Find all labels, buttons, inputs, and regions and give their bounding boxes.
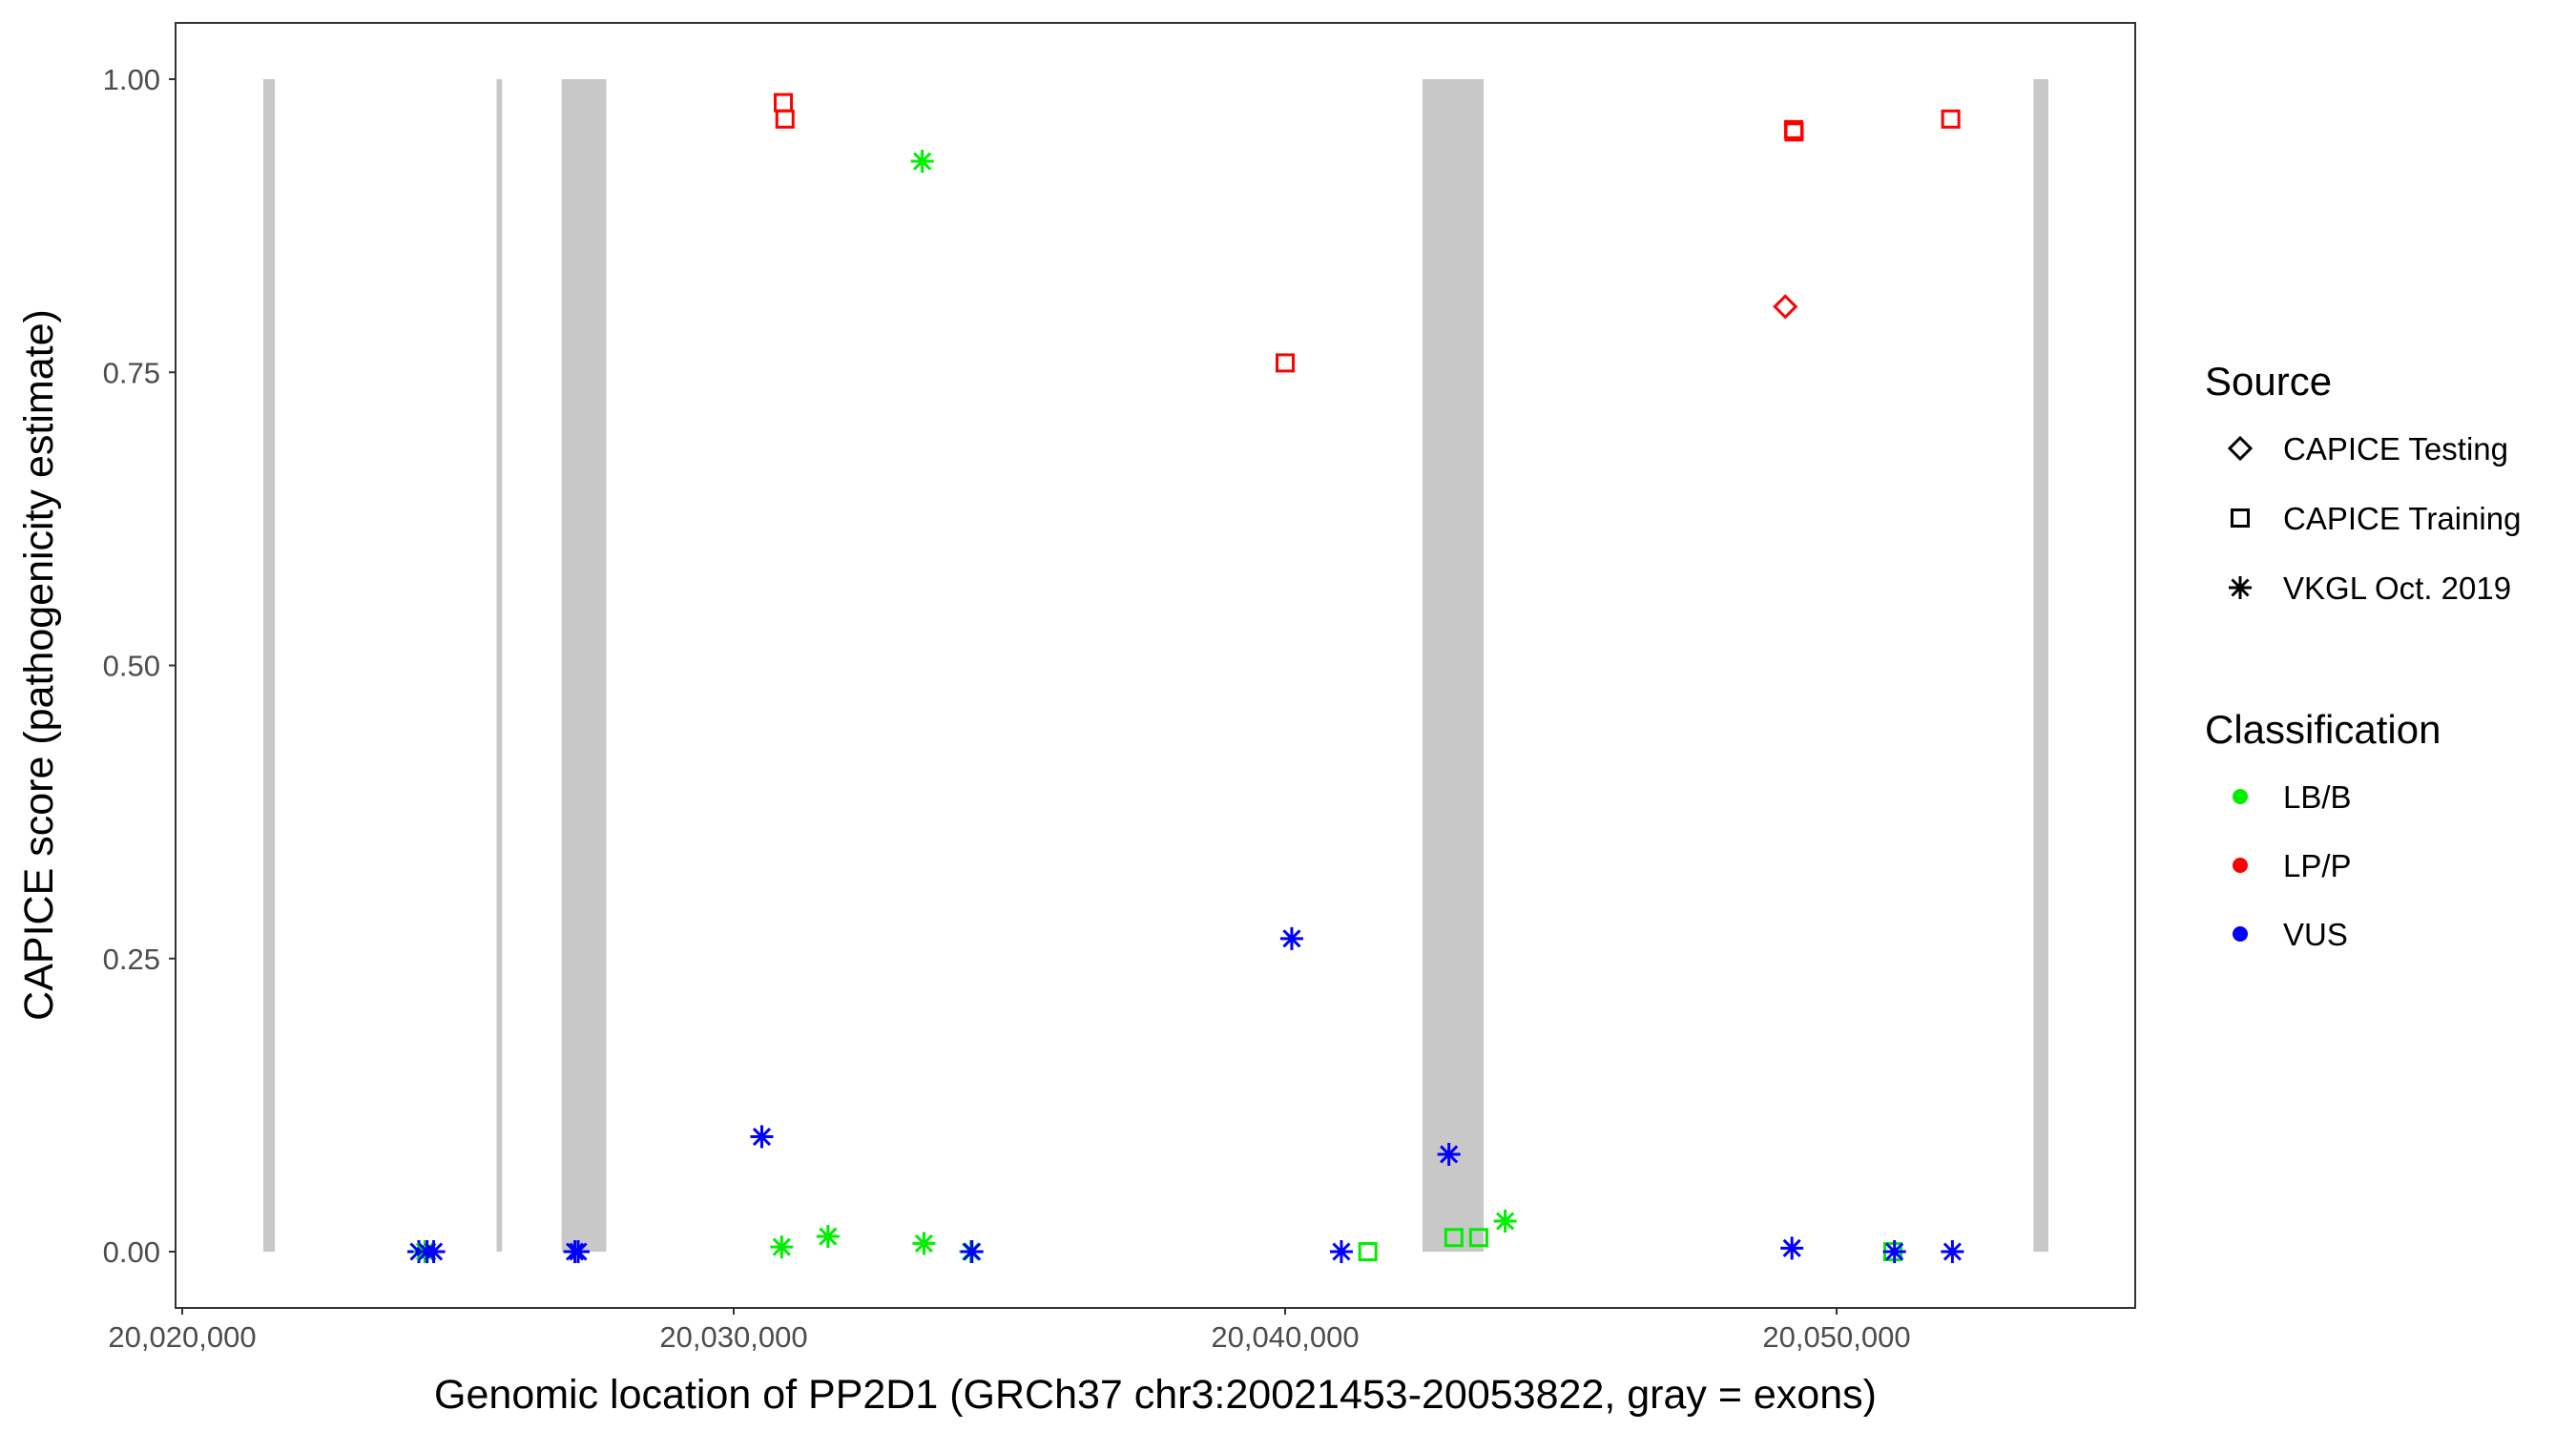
panel-background [176, 23, 2135, 1308]
legend-classification-label: LP/P [2283, 848, 2352, 883]
exon-bar [1422, 79, 1485, 1252]
y-tick-label: 0.00 [103, 1235, 160, 1269]
data-point [1784, 122, 1804, 142]
exon-layer [262, 79, 2048, 1252]
legend-source-label: CAPICE Training [2283, 501, 2521, 536]
data-point [1276, 353, 1295, 373]
data-point [567, 1240, 591, 1263]
legend-classification-dot-icon [2233, 789, 2248, 804]
data-point [816, 1225, 840, 1249]
legend-source-label: CAPICE Testing [2283, 431, 2508, 467]
exon-bar [561, 79, 607, 1252]
legend-classification-label: LB/B [2283, 779, 2352, 815]
data-point [1773, 294, 1798, 320]
exon-bar [2033, 79, 2048, 1252]
data-point [1358, 1242, 1378, 1261]
data-point [1941, 109, 1961, 129]
exon-bar [262, 79, 276, 1252]
y-tick-label: 0.50 [103, 650, 160, 683]
legend-source-key-square-icon [2231, 508, 2250, 528]
legend-source-title: Source [2205, 359, 2332, 404]
data-point [1279, 926, 1303, 950]
legend-source-key-asterisk-icon [2229, 576, 2252, 599]
data-point [910, 150, 934, 174]
data-point [912, 1232, 936, 1255]
data-point [775, 109, 795, 129]
x-tick-label: 20,040,000 [1211, 1320, 1359, 1354]
data-point [1437, 1142, 1461, 1166]
legend-source-key-diamond-icon [2227, 435, 2254, 462]
data-point [1780, 1236, 1804, 1260]
legend-classification-label: VUS [2283, 917, 2348, 952]
legend-classification-dot-icon [2233, 926, 2248, 942]
y-axis: 0.00 0.25 0.50 0.75 1.00 [103, 63, 176, 1269]
data-point [770, 1235, 794, 1259]
exon-bar [496, 79, 503, 1252]
legend-source-label: VKGL Oct. 2019 [2283, 570, 2511, 606]
x-axis-title: Genomic location of PP2D1 (GRCh37 chr3:2… [434, 1372, 1877, 1418]
points-layer [406, 93, 1964, 1263]
x-axis: 20,020,000 20,030,000 20,040,000 20,050,000 [108, 1308, 1911, 1354]
data-point [750, 1125, 774, 1149]
x-tick-label: 20,050,000 [1762, 1320, 1910, 1354]
y-tick-label: 0.75 [103, 356, 160, 389]
x-tick-label: 20,020,000 [108, 1320, 256, 1354]
data-point [1468, 1228, 1488, 1248]
data-point [1493, 1210, 1517, 1234]
legend-classification-dot-icon [2233, 858, 2248, 873]
data-point [1444, 1228, 1464, 1248]
y-tick-label: 0.25 [103, 943, 160, 976]
data-point [1329, 1240, 1353, 1263]
data-point [422, 1240, 446, 1263]
y-axis-title: CAPICE score (pathogenicity estimate) [16, 309, 62, 1021]
x-tick-label: 20,030,000 [659, 1320, 807, 1354]
data-point [1941, 1240, 1964, 1263]
y-tick-label: 1.00 [103, 63, 160, 96]
legend: Source CAPICE Testing CAPICE Training VKGL… [2205, 359, 2521, 952]
data-point [1882, 1240, 1906, 1263]
data-point [960, 1240, 984, 1263]
legend-classification-title: Classification [2205, 707, 2441, 752]
